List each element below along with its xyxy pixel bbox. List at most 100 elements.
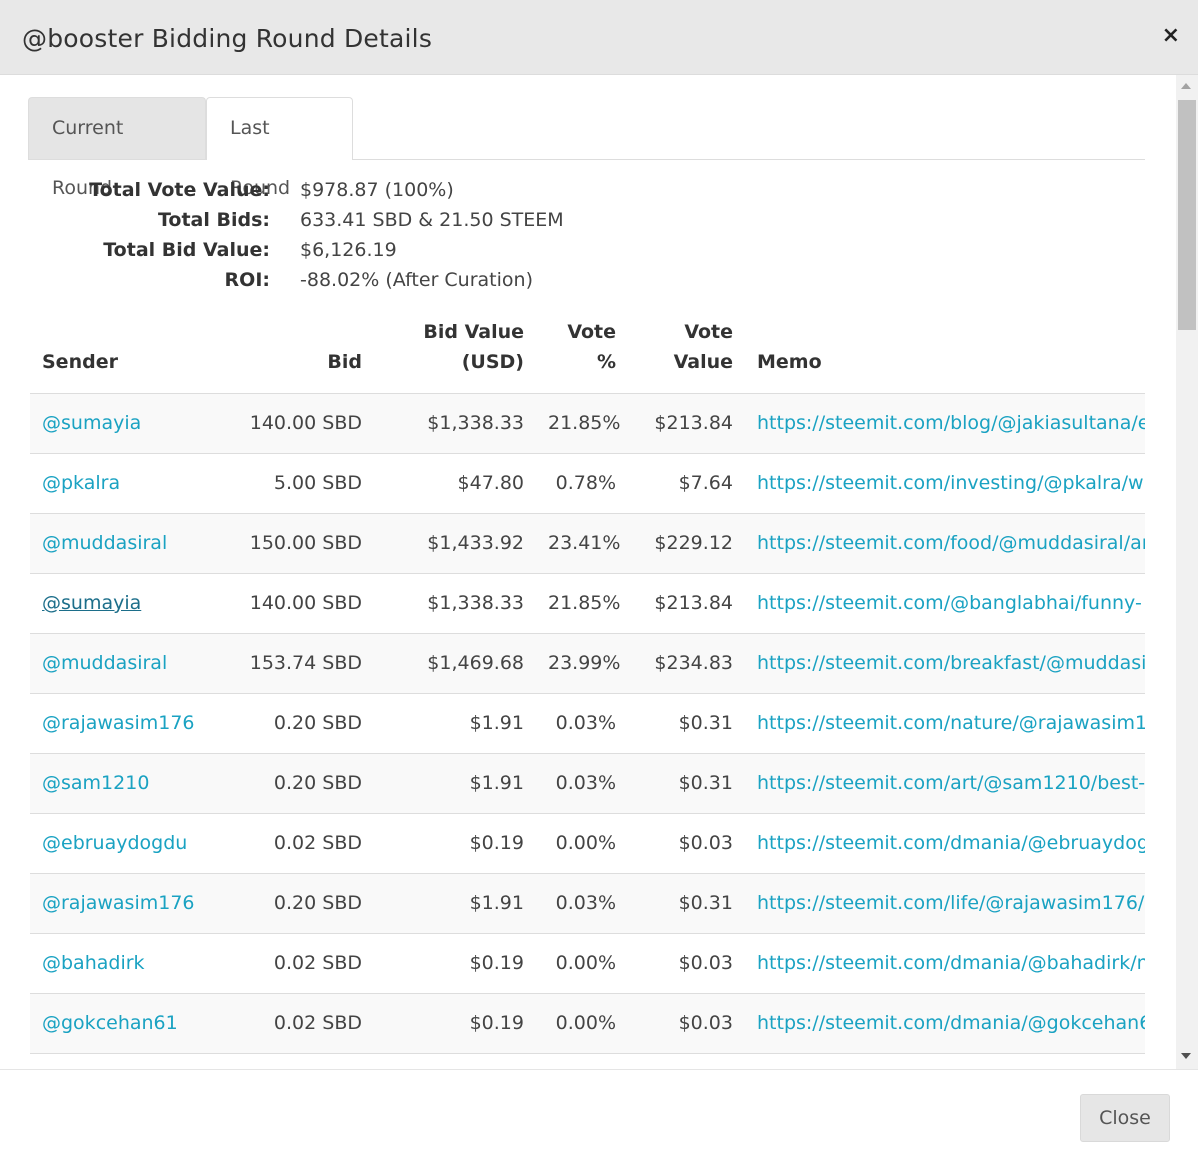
table-row: @gokcehan61 0.02 SBD $0.19 0.00% $0.03 https:… — [30, 993, 1145, 1054]
vertical-scrollbar[interactable] — [1176, 75, 1198, 1069]
table-row: @muddasiral 153.74 SBD $1,469.68 23.99% $234… — [30, 633, 1145, 694]
bid-cell: 153.74 SBD — [226, 633, 374, 694]
table-row: @muddasiral 150.00 SBD $1,433.92 23.41% $229… — [30, 513, 1145, 574]
bid-value-cell: $1.91 — [374, 873, 536, 934]
memo-cell: https://steemit.com/food/@muddasiral/ar — [745, 513, 1145, 574]
sender-cell: @sumayia — [30, 573, 226, 634]
summary-label: Total Vote Value: — [89, 179, 270, 201]
sender-cell: @sumayia — [30, 393, 226, 454]
sender-link[interactable]: @gokcehan61 — [42, 1012, 178, 1034]
sender-cell: @muddasiral — [30, 633, 226, 694]
vote-pct-cell: 0.03% — [536, 693, 628, 754]
scroll-down-arrow-icon[interactable] — [1181, 1053, 1191, 1059]
table-row: @pkalra 5.00 SBD $47.80 0.78% $7.64 https://s… — [30, 453, 1145, 514]
sender-cell: @rajawasim176 — [30, 693, 226, 754]
vote-value-cell: $0.03 — [628, 933, 745, 994]
sender-link[interactable]: @muddasiral — [42, 652, 168, 674]
memo-link[interactable]: https://steemit.com/food/@muddasiral/ar — [757, 532, 1145, 554]
sender-cell: @sam1210 — [30, 753, 226, 814]
table-row: @bahadirk 0.02 SBD $0.19 0.00% $0.03 https://… — [30, 933, 1145, 994]
sender-link[interactable]: @rajawasim176 — [42, 712, 195, 734]
memo-link[interactable]: https://steemit.com/nature/@rajawasim17 — [757, 712, 1145, 734]
summary-label: Total Bid Value: — [103, 239, 270, 261]
tab-bar: Current Round Last Round — [28, 97, 1145, 199]
sender-link[interactable]: @sumayia — [42, 412, 142, 434]
memo-cell: https://steemit.com/life/@rajawasim176/p — [745, 873, 1145, 934]
memo-link[interactable]: https://steemit.com/dmania/@ebruaydog — [757, 832, 1145, 854]
memo-cell: https://steemit.com/dmania/@bahadirk/n — [745, 933, 1145, 994]
sender-link[interactable]: @rajawasim176 — [42, 892, 195, 914]
bid-value-cell: $47.80 — [374, 453, 536, 514]
memo-link[interactable]: https://steemit.com/investing/@pkalra/wl — [757, 472, 1145, 494]
bid-cell: 0.20 SBD — [226, 693, 374, 754]
sender-link[interactable]: @bahadirk — [42, 952, 145, 974]
close-button[interactable]: Close — [1080, 1094, 1170, 1142]
summary-value: -88.02% (After Curation) — [300, 269, 533, 291]
col-header-vote-value: Vote Value — [628, 307, 745, 394]
col-header-bid: Bid — [226, 307, 374, 394]
table-row: @rajawasim176 0.20 SBD $1.91 0.03% $0.31 http… — [30, 873, 1145, 934]
memo-link[interactable]: https://steemit.com/breakfast/@muddasi — [757, 652, 1145, 674]
memo-cell: https://steemit.com/art/@sam1210/best- — [745, 753, 1145, 814]
vote-value-cell: $213.84 — [628, 393, 745, 454]
bid-cell: 0.20 SBD — [226, 873, 374, 934]
bid-value-cell: $0.19 — [374, 813, 536, 874]
tab-last-round[interactable]: Last Round — [206, 97, 353, 199]
table-row: @rajawasim176 0.20 SBD $1.91 0.03% $0.31 http… — [30, 693, 1145, 754]
col-header-vote-pct: Vote % — [536, 307, 628, 394]
table-row: @sam1210 0.20 SBD $1.91 0.03% $0.31 https://s… — [30, 753, 1145, 814]
bid-cell: 0.20 SBD — [226, 753, 374, 814]
sender-link[interactable]: @pkalra — [42, 472, 121, 494]
vote-pct-cell: 21.85% — [536, 573, 628, 634]
memo-link[interactable]: https://steemit.com/life/@rajawasim176/p — [757, 892, 1145, 914]
vote-value-cell: $0.31 — [628, 693, 745, 754]
bid-value-cell: $1.91 — [374, 753, 536, 814]
vote-pct-cell: 21.85% — [536, 393, 628, 454]
bid-value-cell: $1,469.68 — [374, 633, 536, 694]
scroll-thumb[interactable] — [1178, 100, 1196, 330]
summary-value: $6,126.19 — [300, 239, 397, 261]
summary-value: $978.87 (100%) — [300, 179, 454, 201]
vote-value-cell: $7.64 — [628, 453, 745, 514]
memo-cell: https://steemit.com/dmania/@ebruaydog — [745, 813, 1145, 874]
bid-cell: 0.02 SBD — [226, 933, 374, 994]
vote-pct-cell: 0.00% — [536, 993, 628, 1054]
memo-link[interactable]: https://steemit.com/@banglabhai/funny- — [757, 592, 1142, 614]
sender-link[interactable]: @sam1210 — [42, 772, 150, 794]
col-header-memo: Memo — [745, 307, 1145, 394]
summary-row: Total Bids: 633.41 SBD & 21.50 STEEM — [28, 205, 628, 235]
vote-pct-cell: 23.99% — [536, 633, 628, 694]
bid-value-cell: $1,338.33 — [374, 393, 536, 454]
table-row: @sumayia 140.00 SBD $1,338.33 21.85% $213.84… — [30, 393, 1145, 454]
tab-current-round[interactable]: Current Round — [28, 97, 206, 199]
memo-cell: https://steemit.com/@banglabhai/funny- — [745, 573, 1145, 634]
memo-link[interactable]: https://steemit.com/dmania/@bahadirk/n — [757, 952, 1145, 974]
col-header-bid-value: Bid Value (USD) — [374, 307, 536, 394]
table-row: @ebruaydogdu 0.02 SBD $0.19 0.00% $0.03 https… — [30, 813, 1145, 874]
sender-cell: @rajawasim176 — [30, 873, 226, 934]
summary-row: Total Vote Value: $978.87 (100%) — [28, 175, 628, 205]
memo-link[interactable]: https://steemit.com/art/@sam1210/best- — [757, 772, 1145, 794]
memo-cell: https://steemit.com/breakfast/@muddasi — [745, 633, 1145, 694]
summary-value: 633.41 SBD & 21.50 STEEM — [300, 209, 564, 231]
summary-row: Total Bid Value: $6,126.19 — [28, 235, 628, 265]
table-row: @sumayia 140.00 SBD $1,338.33 21.85% $213.84… — [30, 573, 1145, 634]
sender-link[interactable]: @muddasiral — [42, 532, 168, 554]
memo-cell: https://steemit.com/blog/@jakiasultana/e — [745, 393, 1145, 454]
bid-cell: 150.00 SBD — [226, 513, 374, 574]
modal-body: Current Round Last Round Total Vote Valu… — [0, 75, 1175, 1069]
sender-cell: @muddasiral — [30, 513, 226, 574]
vote-pct-cell: 23.41% — [536, 513, 628, 574]
close-icon[interactable]: × — [1161, 23, 1180, 48]
table-header-row: Sender Bid Bid Value (USD) Vote % Vote Val… — [30, 307, 1145, 394]
vote-pct-cell: 0.03% — [536, 753, 628, 814]
summary-label: ROI: — [224, 269, 270, 291]
memo-link[interactable]: https://steemit.com/dmania/@gokcehan6 — [757, 1012, 1145, 1034]
sender-link[interactable]: @sumayia — [42, 592, 142, 614]
modal-header: @booster Bidding Round Details × — [0, 0, 1198, 75]
memo-link[interactable]: https://steemit.com/blog/@jakiasultana/e — [757, 412, 1145, 434]
scroll-up-arrow-icon[interactable] — [1181, 83, 1191, 89]
sender-link[interactable]: @ebruaydogdu — [42, 832, 188, 854]
sender-cell: @ebruaydogdu — [30, 813, 226, 874]
vote-value-cell: $0.03 — [628, 993, 745, 1054]
